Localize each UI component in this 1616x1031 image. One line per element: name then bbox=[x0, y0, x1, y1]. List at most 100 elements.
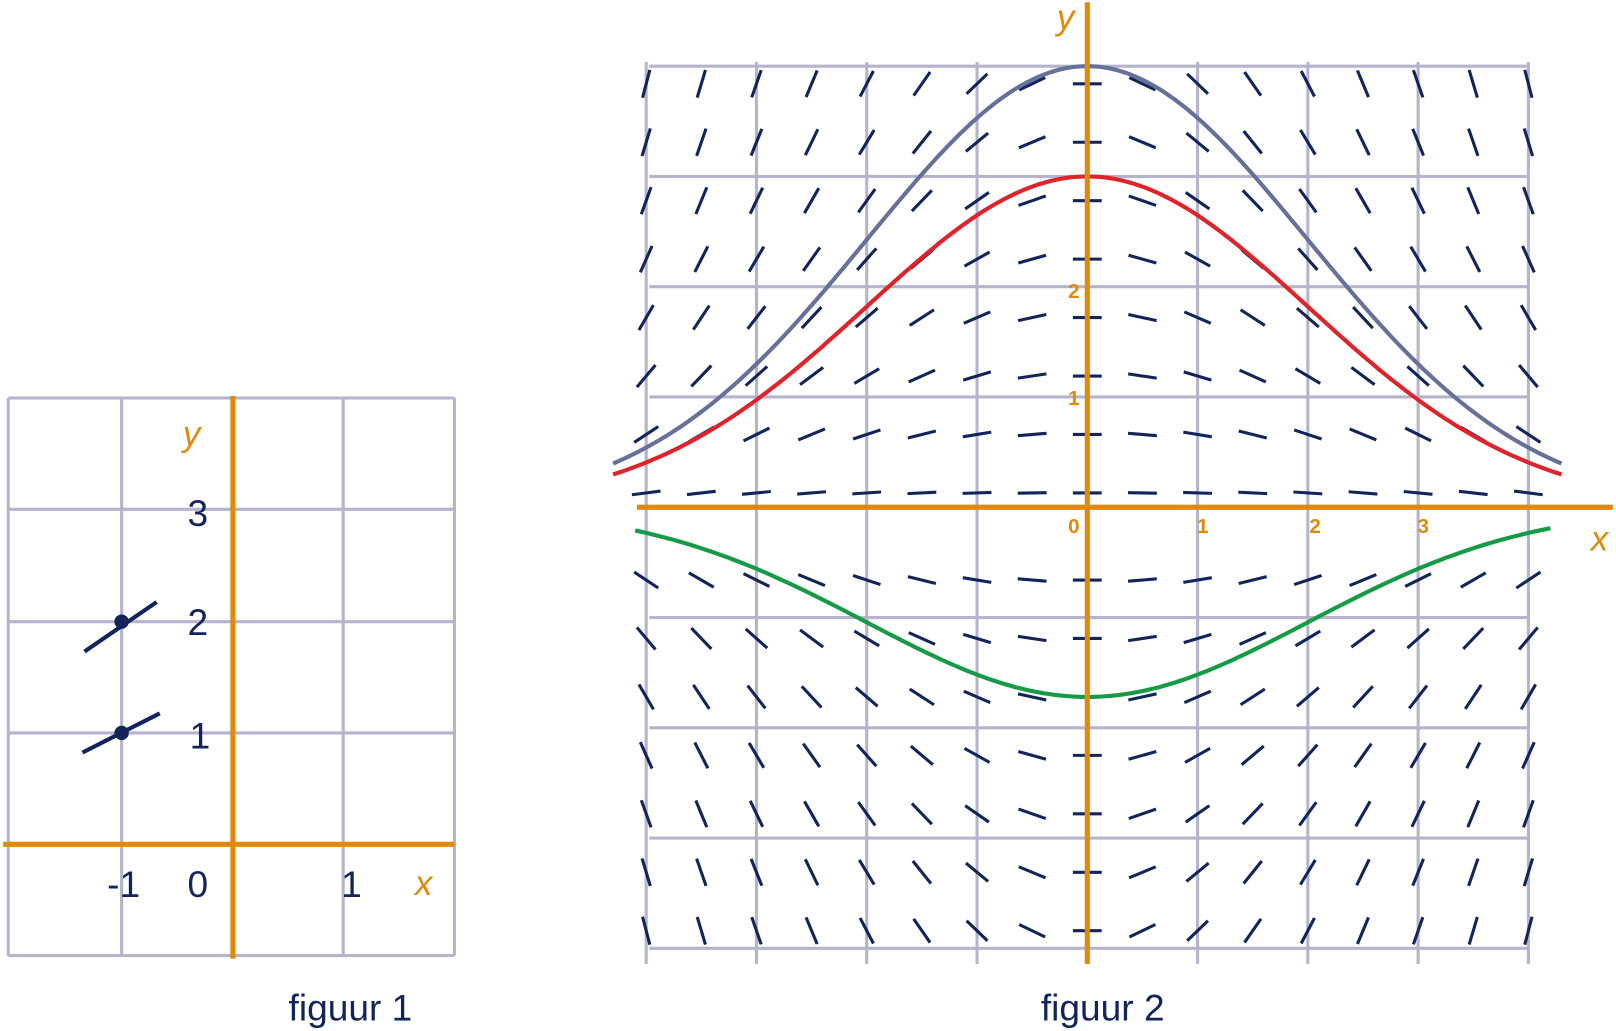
slope-mark bbox=[1515, 570, 1542, 590]
slope-mark bbox=[964, 861, 990, 883]
slope-mark bbox=[1519, 304, 1537, 331]
slope-mark bbox=[1467, 128, 1480, 157]
slope-mark bbox=[748, 187, 765, 215]
slope-mark bbox=[910, 189, 933, 213]
slope-mark bbox=[803, 858, 820, 886]
slope-mark bbox=[1243, 917, 1263, 944]
slope-mark bbox=[858, 917, 875, 945]
point bbox=[114, 614, 129, 629]
slope-mark bbox=[1183, 632, 1212, 645]
slope-mark bbox=[1185, 861, 1210, 883]
tick-label: 1 bbox=[1068, 387, 1079, 410]
slope-mark bbox=[1522, 186, 1535, 215]
slope-mark bbox=[804, 69, 819, 98]
slope-mark bbox=[1017, 692, 1047, 702]
slope-mark bbox=[750, 69, 763, 98]
slope-mark bbox=[1411, 916, 1425, 945]
slope-mark bbox=[1465, 245, 1482, 273]
slope-mark bbox=[1183, 370, 1212, 382]
slope-mark bbox=[801, 246, 822, 272]
slope-mark bbox=[857, 801, 877, 827]
slope-mark bbox=[908, 687, 935, 707]
slope-mark bbox=[1404, 572, 1432, 588]
slope-mark bbox=[1348, 490, 1378, 496]
slope-mark bbox=[744, 627, 769, 650]
slope-mark bbox=[641, 69, 652, 99]
tick-label: 1 bbox=[190, 714, 211, 756]
slope-mark bbox=[1523, 69, 1534, 99]
slope-mark bbox=[1127, 577, 1157, 583]
slope-mark bbox=[1241, 802, 1264, 826]
slope-mark bbox=[694, 799, 709, 828]
slope-mark bbox=[1299, 859, 1317, 886]
slope-mark bbox=[1299, 70, 1316, 98]
slope-mark bbox=[1299, 129, 1317, 156]
slope-mark bbox=[641, 916, 652, 946]
slope-mark bbox=[1293, 490, 1323, 496]
slope-mark bbox=[1238, 429, 1268, 440]
slope-mark bbox=[908, 308, 935, 327]
slope-mark bbox=[908, 631, 936, 646]
slope-mark bbox=[1127, 634, 1157, 643]
slope-mark bbox=[964, 804, 990, 824]
slope-mark bbox=[1355, 858, 1371, 886]
tick-label: 0 bbox=[1068, 515, 1079, 538]
slope-mark bbox=[962, 576, 992, 584]
slope-mark bbox=[1018, 807, 1047, 821]
slope-mark bbox=[799, 366, 825, 386]
slope-mark bbox=[853, 629, 880, 648]
slope-mark bbox=[1018, 194, 1047, 207]
slope-mark bbox=[1183, 576, 1213, 584]
slope-mark bbox=[908, 368, 936, 384]
slope-mark bbox=[686, 489, 716, 497]
slope-mark bbox=[1410, 800, 1426, 828]
slope-mark bbox=[742, 572, 771, 588]
slope-mark bbox=[1403, 489, 1433, 496]
slope-mark bbox=[907, 575, 937, 586]
caption: figuur 1 bbox=[289, 987, 413, 1029]
slope-mark bbox=[1295, 686, 1320, 708]
slope-mark bbox=[965, 919, 989, 942]
tick-label: 2 bbox=[1309, 515, 1320, 538]
slope-mark bbox=[854, 307, 879, 329]
slope-mark bbox=[1299, 917, 1316, 945]
slope-mark bbox=[858, 70, 875, 98]
slope-mark bbox=[911, 130, 933, 155]
tick-label: 0 bbox=[188, 863, 209, 905]
slope-mark bbox=[962, 632, 992, 645]
slope-mark bbox=[856, 743, 878, 768]
slope-mark bbox=[963, 689, 991, 705]
slope-mark bbox=[1404, 426, 1432, 443]
slope-mark bbox=[803, 187, 821, 214]
slope-mark bbox=[1298, 188, 1318, 214]
slope-mark bbox=[803, 128, 820, 156]
slope-mark bbox=[1519, 683, 1537, 711]
slope-mark bbox=[1352, 305, 1374, 330]
slope-mark bbox=[1408, 684, 1429, 710]
slope-mark bbox=[748, 800, 765, 828]
point bbox=[114, 725, 129, 741]
slope-mark bbox=[1521, 245, 1536, 273]
slope-mark bbox=[1183, 310, 1212, 325]
slope-mark bbox=[695, 858, 708, 887]
slope-mark bbox=[1238, 368, 1267, 384]
slope-mark bbox=[912, 917, 932, 944]
slope-mark bbox=[749, 858, 764, 887]
slope-mark bbox=[1349, 427, 1377, 442]
slope-mark bbox=[1352, 685, 1374, 709]
slope-mark bbox=[1128, 807, 1157, 821]
slope-mark bbox=[1522, 858, 1535, 887]
slope-mark bbox=[1462, 364, 1485, 388]
slope-mark bbox=[964, 191, 990, 211]
tick-label: 1 bbox=[1197, 515, 1208, 538]
slope-mark bbox=[640, 858, 652, 887]
slope-mark bbox=[742, 426, 771, 443]
slope-mark bbox=[633, 425, 660, 444]
slope-mark bbox=[1128, 692, 1157, 702]
slope-mark bbox=[799, 628, 825, 649]
solution-curve bbox=[634, 526, 1551, 699]
slope-mark bbox=[1409, 742, 1427, 769]
slope-field bbox=[631, 69, 1543, 946]
slope-mark bbox=[1242, 130, 1263, 155]
slope-mark bbox=[1354, 800, 1372, 828]
